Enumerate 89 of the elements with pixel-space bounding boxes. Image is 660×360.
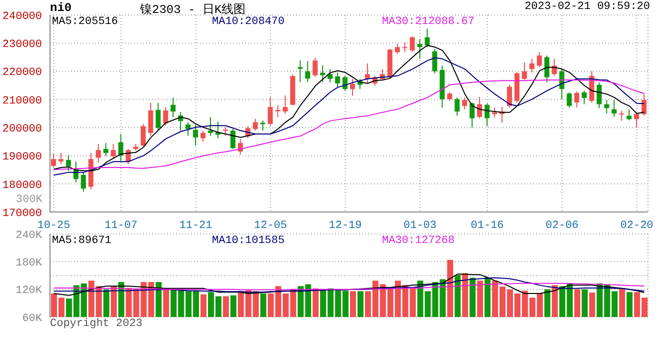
- candlestick: [312, 57, 318, 78]
- x-tick-label: 12-19: [328, 220, 362, 232]
- candlestick: [66, 154, 71, 172]
- candlestick: [604, 99, 610, 114]
- candlestick: [544, 55, 550, 83]
- candlestick: [58, 152, 64, 165]
- text: 2023-02-21 09:59:20: [524, 1, 650, 13]
- y-tick-label: 170000: [2, 208, 42, 220]
- candlestick: [364, 62, 370, 84]
- text: MA5:205516: [52, 16, 120, 28]
- candlestick: [402, 42, 408, 53]
- x-tick-label: 11-21: [179, 220, 213, 232]
- candlestick: [230, 128, 236, 150]
- text: 300K: [16, 194, 42, 206]
- chart-title: 镍2303 - 日K线图: [140, 2, 246, 17]
- x-tick-label: 01-16: [470, 220, 504, 232]
- x-tick-label: 02-20: [620, 220, 654, 232]
- candlestick: [118, 134, 124, 162]
- candlestick: [506, 84, 512, 108]
- candlestick: [477, 96, 482, 119]
- candlestick: [484, 102, 490, 126]
- candlestick: [163, 106, 168, 126]
- line-series: [53, 282, 645, 290]
- candlestick: [156, 102, 161, 132]
- candlestick: [574, 90, 580, 108]
- y-tick-label: 180K: [16, 258, 42, 270]
- candlestick: [417, 38, 422, 60]
- chart-subtitle: ni0: [50, 1, 72, 15]
- candlestick: [193, 124, 198, 146]
- candlestick: [328, 68, 333, 83]
- candlestick: [566, 92, 572, 108]
- y-tick-label: 220000: [2, 67, 42, 80]
- candlestick: [582, 90, 587, 105]
- y-tick-label: 230000: [2, 39, 42, 52]
- text: MA10:101585: [212, 235, 286, 247]
- text: MA5:89671: [52, 235, 112, 247]
- candlestick: [51, 154, 56, 168]
- candlestick: [298, 60, 303, 82]
- candlestick: [103, 142, 108, 157]
- candlestick: [394, 43, 400, 54]
- candlestick: [342, 75, 348, 92]
- candlestick: [536, 52, 542, 68]
- text: Copyright 2023: [50, 318, 142, 330]
- candlestick: [529, 58, 534, 73]
- candlestick: [140, 123, 146, 147]
- candlestick: [335, 72, 340, 88]
- candlestick: [80, 172, 86, 192]
- x-tick-label: 01-03: [404, 220, 437, 232]
- text: MA30:127268: [382, 235, 456, 247]
- candlestick: [350, 78, 355, 96]
- x-tick-label: 10-25: [37, 220, 70, 232]
- candlestick: [619, 110, 624, 122]
- candlestick: [252, 118, 258, 132]
- y-tick-label: 190000: [2, 152, 42, 164]
- x-tick-label: 12-05: [254, 220, 288, 232]
- candlestick: [432, 48, 438, 74]
- candlestick: [148, 102, 154, 136]
- candlestick: [596, 82, 602, 109]
- y-tick-label: 180000: [2, 180, 42, 192]
- candlestick: [305, 60, 310, 82]
- candlestick: [208, 116, 213, 136]
- candlestick: [424, 28, 430, 48]
- candlestick: [200, 130, 206, 142]
- candlestick: [522, 62, 527, 80]
- y-tick-label: 120K: [16, 285, 42, 298]
- candlestick: [110, 143, 116, 160]
- candlestick: [282, 94, 288, 114]
- line-series: [53, 277, 645, 293]
- y-tick-label: 60K: [22, 312, 42, 325]
- candlestick: [170, 97, 176, 118]
- candlestick: [454, 96, 460, 116]
- candlestick: [410, 36, 415, 53]
- x-tick-label: 02-06: [546, 220, 579, 232]
- candlestick: [268, 96, 273, 126]
- x-tick-label: 11-07: [104, 220, 138, 232]
- y-tick-label: 240000: [2, 10, 42, 23]
- candlestick: [634, 112, 640, 128]
- candlestick: [470, 102, 475, 128]
- candlestick: [320, 64, 326, 82]
- candlestick: [642, 94, 647, 116]
- candlestick: [612, 99, 617, 118]
- candlestick: [462, 96, 468, 110]
- y-tick-label: 200000: [2, 123, 42, 136]
- y-tick-label: 240K: [16, 230, 42, 242]
- candlestick: [186, 122, 191, 136]
- text: MA30:212088.67: [382, 16, 476, 28]
- candlestick: [96, 143, 101, 163]
- text: MA10:208470: [212, 16, 286, 28]
- y-tick-label: 210000: [2, 95, 42, 108]
